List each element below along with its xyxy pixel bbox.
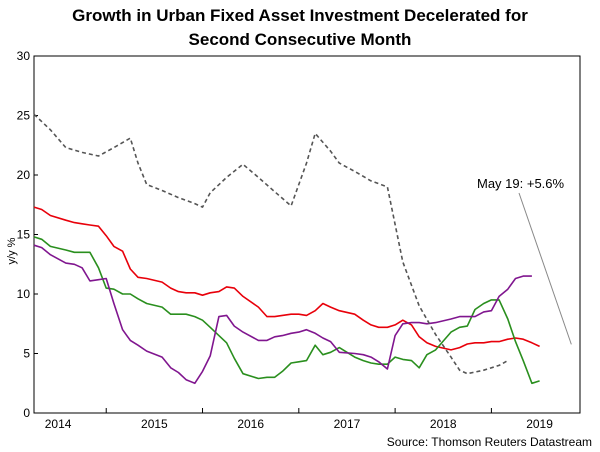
x-tick-label: 2017 xyxy=(334,417,361,431)
x-axis: 2014 2015 2016 2017 2018 2019 xyxy=(45,408,553,431)
annotation-pointer xyxy=(518,192,572,345)
series-line xyxy=(33,244,532,385)
annotation-layer: May 19: +5.6% xyxy=(477,176,572,345)
source-note: Source: Thomson Reuters Datastream xyxy=(387,435,592,449)
y-axis: 0 5 10 15 20 25 30 xyxy=(17,49,38,420)
series-line xyxy=(33,236,540,385)
x-tick-label: 2018 xyxy=(430,417,457,431)
y-axis-label: y/y % xyxy=(6,237,18,264)
series-line xyxy=(33,113,509,375)
annotation-label: May 19: +5.6% xyxy=(477,176,565,191)
chart-title-line-2: Second Consecutive Month xyxy=(188,30,412,49)
x-tick-label: 2016 xyxy=(237,417,264,431)
x-tick-label: 2019 xyxy=(526,417,553,431)
chart-title-line-1: Growth in Urban Fixed Asset Investment D… xyxy=(72,6,528,25)
y-tick-label: 0 xyxy=(23,406,30,420)
chart-title: Growth in Urban Fixed Asset Investment D… xyxy=(0,4,600,52)
y-tick-label: 15 xyxy=(17,228,31,242)
y-tick-label: 10 xyxy=(17,287,31,301)
series-line xyxy=(33,206,540,351)
y-tick-label: 5 xyxy=(23,347,30,361)
y-tick-label: 20 xyxy=(17,168,31,182)
x-tick-label: 2014 xyxy=(45,417,72,431)
x-tick-label: 2015 xyxy=(141,417,168,431)
y-tick-label: 30 xyxy=(17,49,31,63)
series-layer xyxy=(33,113,540,385)
y-tick-label: 25 xyxy=(17,109,31,123)
